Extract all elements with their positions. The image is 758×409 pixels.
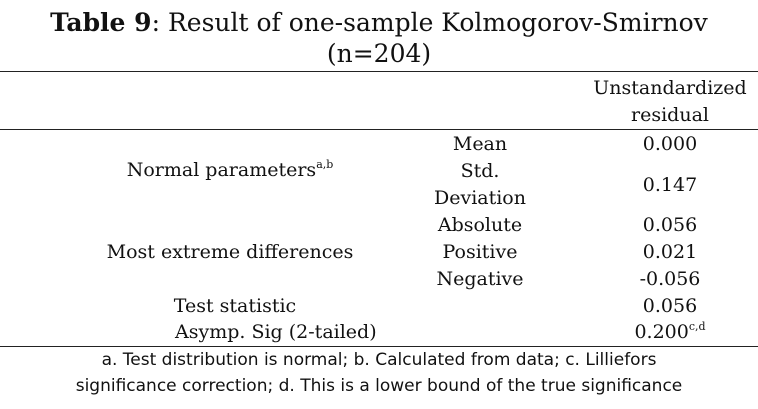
header-rule: [0, 129, 758, 130]
footnote-line1: a. Test distribution is normal; b. Calcu…: [101, 350, 657, 370]
value-test-statistic: 0.056: [642, 295, 698, 317]
top-rule: [0, 71, 758, 72]
column-header-line1: Unstandardized: [593, 77, 747, 99]
value-std-deviation: 0.147: [642, 174, 698, 196]
row-label-test-statistic: Test statistic: [173, 295, 297, 317]
sub-label-std-line2: Deviation: [433, 187, 526, 209]
value-positive: 0.021: [642, 241, 698, 263]
table-title: Table 9: Result of one-sample Kolmogorov…: [0, 8, 758, 38]
value-asymp-sig: 0.200c,d: [590, 319, 750, 345]
footnote-line2: significance correction; d. This is a lo…: [75, 376, 683, 396]
table-title-sample-size: (n=204): [326, 39, 432, 68]
table-title-text: : Result of one-sample Kolmogorov-Smirno…: [151, 8, 708, 37]
value-mean: 0.000: [642, 133, 698, 155]
row-label-most-extreme-differences: Most extreme differences: [106, 241, 354, 263]
column-header-line2: residual: [631, 104, 709, 126]
sub-label-std-line1: Std.: [460, 160, 500, 182]
value-negative: -0.056: [639, 268, 701, 290]
asymp-sig-footnote-marker: c,d: [688, 320, 706, 333]
normal-parameters-footnote-marker: a,b: [316, 158, 334, 171]
normal-parameters-text: Normal parameters: [126, 159, 317, 181]
sub-label-absolute: Absolute: [437, 214, 523, 236]
bottom-rule: [0, 346, 758, 347]
value-absolute: 0.056: [642, 214, 698, 236]
sub-label-positive: Positive: [442, 241, 518, 263]
sub-label-mean: Mean: [452, 133, 508, 155]
sub-label-negative: Negative: [436, 268, 524, 290]
row-label-normal-parameters: Normal parametersa,b: [70, 157, 390, 183]
table-number: Table 9: [50, 8, 152, 37]
asymp-sig-number: 0.200: [634, 321, 689, 343]
row-label-asymp-sig: Asymp. Sig (2-tailed): [175, 321, 377, 343]
